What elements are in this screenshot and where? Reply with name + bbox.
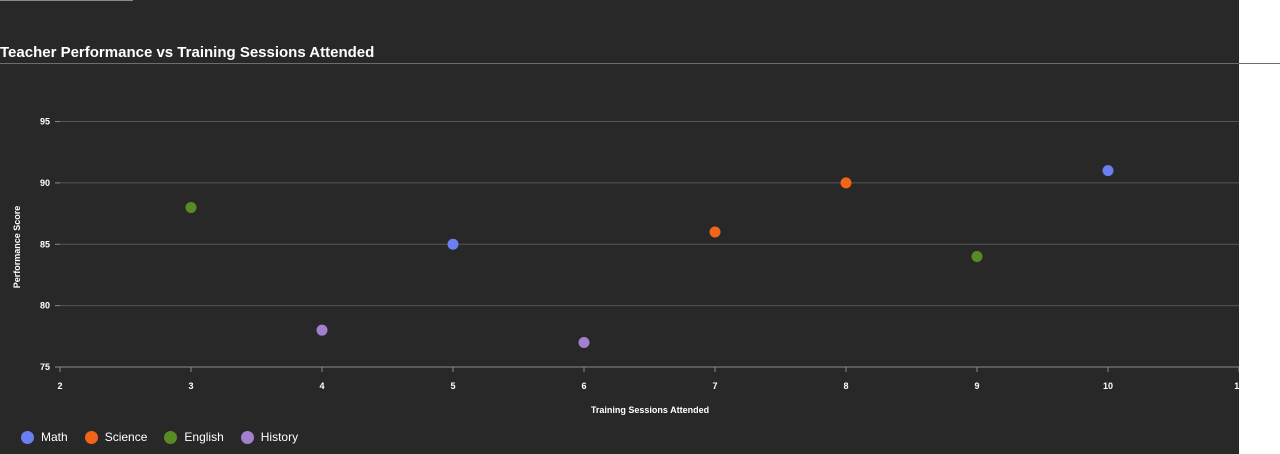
y-tick-label-75: 75 [40, 362, 50, 372]
legend-swatch-math [21, 430, 34, 444]
x-tick-label-10: 10 [1103, 381, 1113, 391]
data-point-english-3[interactable] [185, 201, 197, 213]
data-point-math-5[interactable] [447, 238, 459, 250]
x-tick-label-3: 3 [188, 381, 193, 391]
legend-item-science[interactable]: Science [84, 430, 148, 444]
x-tick-label-6: 6 [581, 381, 586, 391]
legend-item-math[interactable]: Math [21, 430, 68, 444]
x-tick-label-9: 9 [974, 381, 979, 391]
y-axis-title: Performance Score [12, 206, 22, 289]
data-point-science-7[interactable] [709, 226, 721, 238]
legend-swatch-science [84, 430, 98, 444]
tick-layer: 75 80 85 90 95 2 3 4 5 6 7 8 9 10 11 [40, 117, 1239, 391]
data-point-english-9[interactable] [971, 251, 983, 263]
scatter-plot: 75 80 85 90 95 2 3 4 5 6 7 8 9 10 11 Training Sessions… [12, 117, 1239, 415]
y-tick-label-95: 95 [40, 117, 50, 127]
point-layer [185, 165, 1114, 348]
y-tick-label-80: 80 [40, 301, 50, 311]
x-tick-label-4: 4 [319, 381, 324, 391]
x-tick-label-5: 5 [450, 381, 455, 391]
legend-label-history: History [260, 430, 299, 444]
legend-label-math: Math [41, 430, 68, 444]
data-point-history-4[interactable] [316, 324, 328, 336]
title-divider [0, 63, 1280, 64]
legend-swatch-history [240, 430, 254, 444]
legend-label-science: Science [104, 430, 148, 444]
data-point-history-6[interactable] [578, 336, 590, 348]
x-tick-label-11: 11 [1234, 381, 1239, 391]
x-tick-label-8: 8 [843, 381, 848, 391]
data-point-science-8[interactable] [840, 177, 852, 189]
grid-layer [60, 121, 1239, 307]
legend-item-english[interactable]: English [164, 430, 224, 444]
y-tick-label-85: 85 [40, 239, 50, 249]
legend-label-english: English [184, 430, 224, 444]
legend: Math Science English History [21, 430, 298, 444]
x-tick-label-7: 7 [712, 381, 717, 391]
y-tick-label-90: 90 [40, 178, 50, 188]
legend-swatch-english [164, 430, 178, 444]
top-tab-indicator [0, 0, 133, 1]
data-point-math-10[interactable] [1102, 165, 1114, 177]
chart-title: Teacher Performance vs Training Sessions… [0, 44, 375, 61]
chart-panel: Teacher Performance vs Training Sessions… [0, 0, 1239, 454]
legend-item-history[interactable]: History [240, 430, 299, 444]
x-axis-title: Training Sessions Attended [591, 405, 709, 415]
x-tick-label-2: 2 [57, 381, 62, 391]
